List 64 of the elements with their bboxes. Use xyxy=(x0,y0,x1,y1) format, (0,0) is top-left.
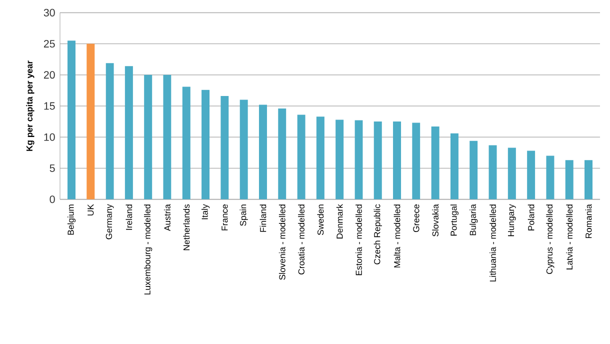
x-tick-label: Germany xyxy=(106,204,114,240)
x-tick-label: Belgium xyxy=(67,204,76,235)
x-tick-label: Slovenia - modelled xyxy=(278,204,286,280)
bar xyxy=(412,122,420,200)
bar xyxy=(144,74,152,200)
x-tick-label: Spain xyxy=(240,204,248,226)
bar xyxy=(106,63,114,200)
bar xyxy=(124,66,133,200)
x-tick-label: Netherlands xyxy=(183,204,190,250)
x-tick-label: Estonia - modelled xyxy=(356,204,362,276)
x-tick-label: Poland xyxy=(528,204,534,230)
x-tick-label: France xyxy=(222,204,228,230)
x-tick-label: Sweden xyxy=(317,204,324,235)
y-tick-label: 0 xyxy=(50,196,55,204)
x-tick-label: Romania xyxy=(585,204,592,238)
bar xyxy=(374,122,382,200)
x-tick-label: Croatia - modelled xyxy=(298,204,304,274)
x-tick-label: Lithuania - modelled xyxy=(490,204,496,282)
bar xyxy=(393,122,402,200)
bar xyxy=(240,100,248,200)
bar xyxy=(336,120,344,200)
bar xyxy=(565,160,574,200)
x-tick-label: UK xyxy=(88,204,94,216)
bar xyxy=(202,90,210,200)
y-tick-label: 5 xyxy=(50,164,55,172)
bar xyxy=(450,133,458,200)
y-axis-title: Kg per capita per year xyxy=(26,60,34,151)
x-tick-label: Slovakia xyxy=(432,204,439,236)
bar xyxy=(278,108,286,200)
y-tick-label: 10 xyxy=(44,133,55,141)
x-tick-label: Latvia - modelled xyxy=(566,204,573,270)
x-tick-label: Denmark xyxy=(336,204,343,238)
bar xyxy=(546,156,554,200)
x-tick-label: Cyprus - modelled xyxy=(546,204,554,274)
x-tick-label: Hungary xyxy=(508,204,516,236)
x-tick-label: Austria xyxy=(164,204,170,231)
bar xyxy=(297,114,306,200)
y-tick-label: 30 xyxy=(44,8,55,16)
bar xyxy=(220,96,229,200)
x-tick-label: Portugal xyxy=(450,204,459,236)
bar xyxy=(470,140,478,200)
bar xyxy=(67,40,76,200)
y-tick-label: 25 xyxy=(44,40,55,48)
x-tick-label: Czech Republic xyxy=(374,204,382,264)
x-tick-label: Italy xyxy=(202,204,210,220)
bar xyxy=(488,145,497,200)
y-tick-label: 15 xyxy=(44,102,55,110)
bar xyxy=(182,86,190,200)
bar xyxy=(354,120,363,200)
x-tick-label: Luxembourg - modelled xyxy=(144,204,152,294)
bar xyxy=(431,126,440,200)
x-tick-label: Malta - modelled xyxy=(394,204,400,268)
bar xyxy=(316,116,324,200)
y-tick-label: 20 xyxy=(44,71,55,79)
bar xyxy=(163,74,172,200)
x-tick-label: Ireland xyxy=(126,204,132,230)
x-tick-label: Finland xyxy=(260,204,266,232)
bar xyxy=(258,104,267,200)
bar xyxy=(86,44,95,200)
bar xyxy=(508,148,516,200)
x-tick-label: Bulgaria xyxy=(470,204,478,236)
x-tick-label: Greece xyxy=(413,204,420,232)
bar xyxy=(584,160,593,200)
bar xyxy=(527,150,536,200)
